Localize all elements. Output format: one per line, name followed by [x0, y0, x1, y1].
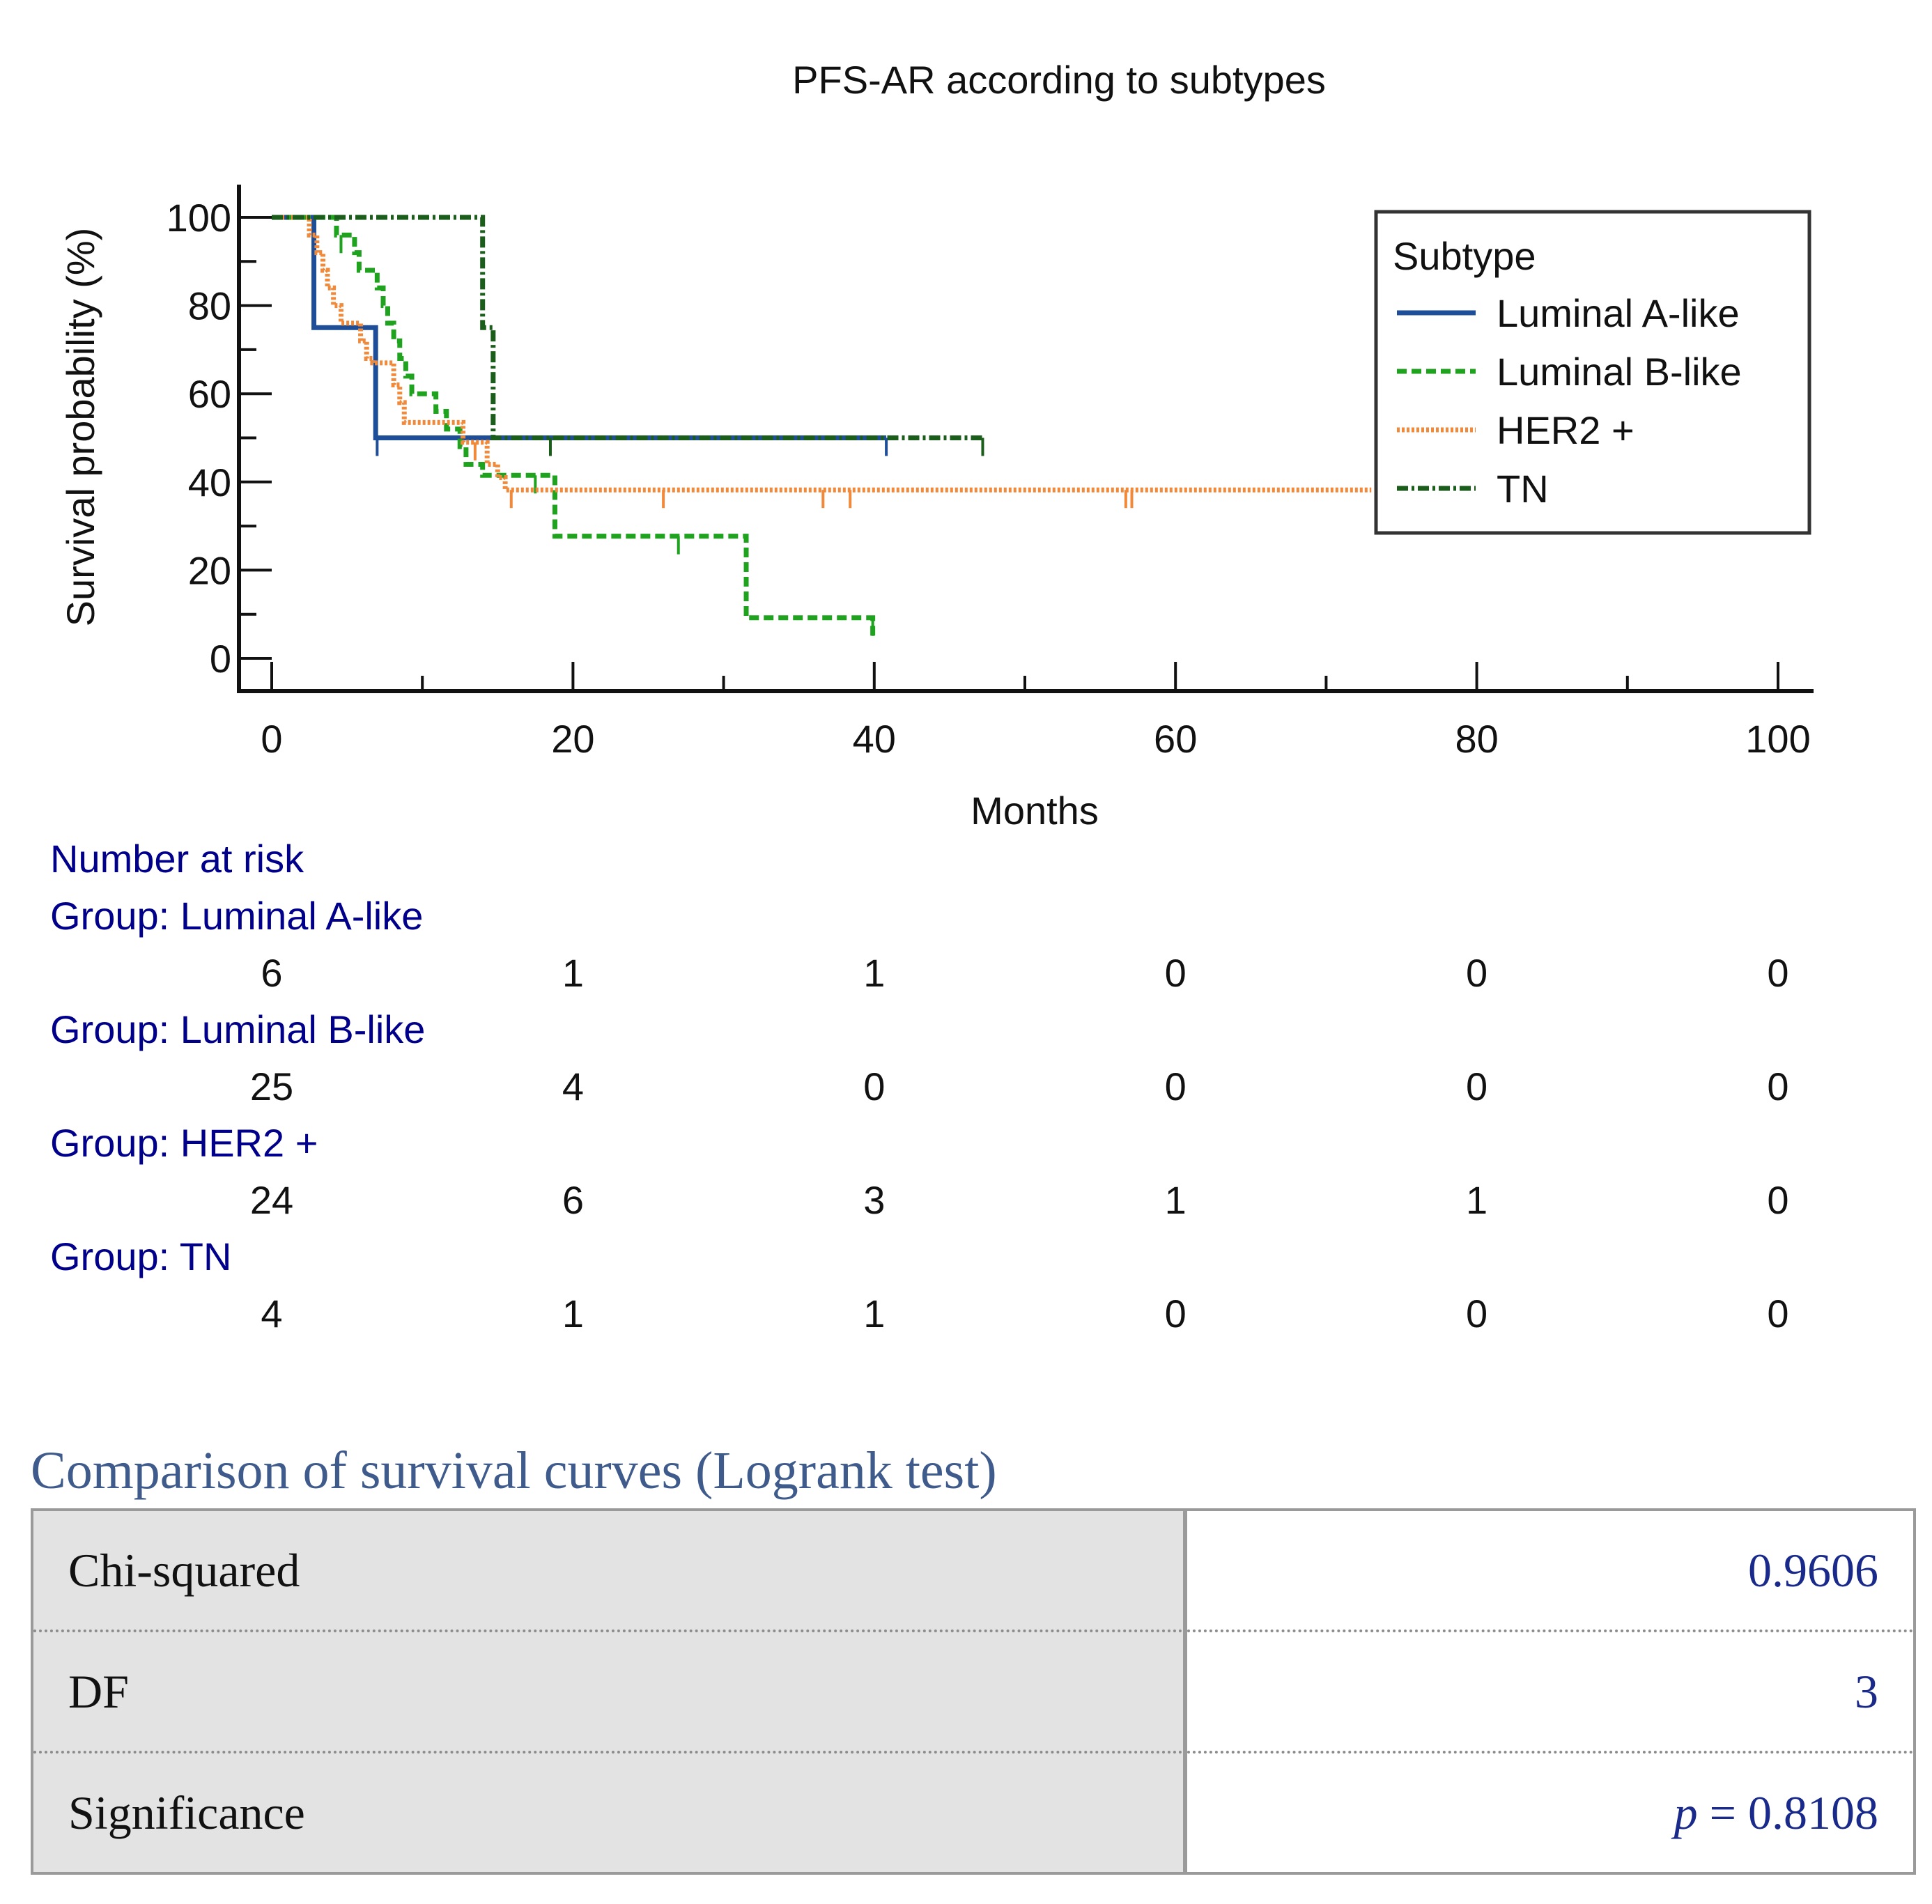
p-value: = 0.8108 — [1697, 1786, 1878, 1839]
legend: Subtype Luminal A-like Luminal B-like HER2 … — [1374, 210, 1811, 535]
series-luminal-a-like — [272, 215, 888, 456]
risk-count: 0 — [1767, 1292, 1789, 1336]
risk-count: 0 — [1466, 1292, 1488, 1336]
x-tick-label: 40 — [853, 717, 896, 761]
significance-value: p = 0.8108 — [1185, 1752, 1915, 1875]
risk-count: 6 — [261, 951, 283, 995]
risk-count: 25 — [249, 1065, 294, 1108]
y-tick-label: 60 — [188, 372, 231, 416]
risk-count: 1 — [562, 1292, 584, 1336]
y-tick-label: 0 — [210, 637, 231, 681]
x-axis-label: Months — [971, 789, 1099, 833]
series-her2 — [272, 215, 1372, 509]
risk-count: 4 — [261, 1292, 283, 1336]
df-label: DF — [32, 1631, 1187, 1754]
y-tick-label: 40 — [188, 460, 231, 504]
p-symbol: p — [1674, 1786, 1698, 1839]
comparison-title: Comparison of survival curves (Logrank t… — [31, 1441, 997, 1500]
risk-count: 1 — [562, 951, 584, 995]
risk-count: 0 — [1466, 1065, 1488, 1108]
number-at-risk-heading: Number at risk — [50, 837, 304, 881]
x-tick-label: 60 — [1154, 717, 1197, 761]
risk-count: 0 — [1767, 1065, 1789, 1108]
survival-curve — [272, 215, 876, 637]
legend-entry: HER2 + — [1497, 408, 1635, 452]
risk-count: 4 — [562, 1065, 584, 1108]
y-tick-label: 20 — [188, 548, 231, 592]
legend-title: Subtype — [1393, 234, 1536, 278]
risk-count: 0 — [1164, 1065, 1187, 1108]
risk-count: 0 — [1767, 1178, 1789, 1222]
risk-count: 0 — [863, 1065, 886, 1108]
x-tick-label: 20 — [551, 717, 594, 761]
risk-count: 6 — [562, 1178, 584, 1222]
risk-count: 0 — [1164, 1292, 1187, 1336]
risk-count: 1 — [863, 951, 886, 995]
survival-curve — [272, 215, 1372, 493]
series-layer — [272, 215, 1372, 637]
risk-count: 1 — [863, 1292, 886, 1336]
risk-group-label: Group: HER2 + — [50, 1121, 318, 1165]
survival-curve — [272, 215, 887, 440]
risk-group-label: Group: TN — [50, 1234, 232, 1278]
risk-count: 0 — [1767, 951, 1789, 995]
table-row: DF 3 — [32, 1631, 1915, 1754]
chi-squared-value: 0.9606 — [1185, 1510, 1915, 1632]
x-tick-label: 100 — [1745, 717, 1810, 761]
y-axis-label: Survival probability (%) — [59, 228, 102, 627]
legend-entry: Luminal B-like — [1497, 350, 1742, 394]
y-tick-label: 80 — [188, 284, 231, 328]
risk-count: 0 — [1466, 951, 1488, 995]
risk-group-label: Group: Luminal B-like — [50, 1007, 426, 1051]
logrank-table: Chi-squared 0.9606 DF 3 Significance p =… — [31, 1508, 1916, 1875]
table-row: Significance p = 0.8108 — [32, 1752, 1915, 1875]
km-plot: 0 20 40 60 80 100 0 20 40 60 80 100 Months Survival p… — [59, 185, 1814, 833]
table-row: Chi-squared 0.9606 — [32, 1510, 1915, 1632]
chi-squared-label: Chi-squared — [32, 1510, 1187, 1632]
chart-title: PFS-AR according to subtypes — [792, 58, 1326, 102]
df-value: 3 — [1185, 1631, 1915, 1754]
y-tick-label: 100 — [167, 196, 231, 240]
axes: 0 20 40 60 80 100 0 20 40 60 80 100 Months Survival p… — [59, 185, 1814, 833]
legend-entry: Luminal A-like — [1497, 291, 1740, 335]
risk-count: 24 — [249, 1178, 294, 1222]
series-tn — [272, 215, 984, 456]
survival-curve — [272, 215, 983, 440]
risk-count: 1 — [1466, 1178, 1488, 1222]
x-tick-label: 0 — [261, 717, 282, 761]
risk-count: 0 — [1164, 951, 1187, 995]
legend-entry: TN — [1497, 467, 1549, 511]
series-luminal-b-like — [272, 215, 876, 637]
risk-group-label: Group: Luminal A-like — [50, 894, 424, 938]
significance-label: Significance — [32, 1752, 1187, 1875]
x-tick-label: 80 — [1455, 717, 1498, 761]
risk-count: 3 — [863, 1178, 886, 1222]
risk-count: 1 — [1164, 1178, 1187, 1222]
